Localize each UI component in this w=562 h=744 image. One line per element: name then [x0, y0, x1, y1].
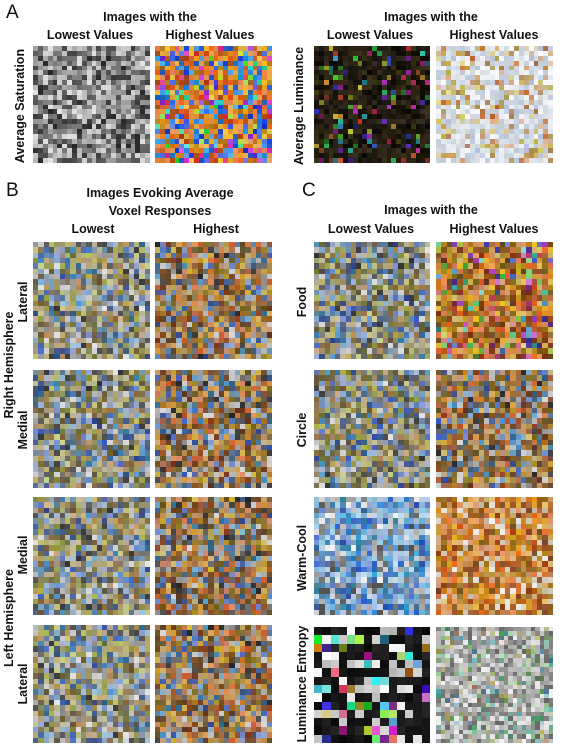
panel-b-group-right-hemisphere: Right Hemisphere	[2, 311, 16, 419]
panel-c-header: Images with the	[384, 203, 478, 217]
mosaic-luminance-lowest	[314, 46, 430, 163]
mosaic-b-left-medial-highest	[155, 497, 272, 615]
panel-a-saturation-col-lowest: Lowest Values	[46, 28, 134, 42]
mosaic-c-circle-highest	[436, 370, 553, 488]
mosaic-saturation-highest	[155, 46, 272, 163]
panel-a-luminance-row-label: Average Luminance	[292, 46, 306, 166]
panel-b-group-left-hemisphere: Left Hemisphere	[2, 569, 16, 667]
mosaic-b-left-lateral-highest	[155, 625, 272, 743]
mosaic-saturation-lowest	[33, 46, 150, 163]
panel-c-letter: C	[302, 180, 316, 201]
panel-c-col-highest: Highest Values	[449, 222, 539, 236]
panel-c-row-label-1: Food	[295, 286, 309, 318]
panel-a-luminance-col-highest: Highest Values	[449, 28, 539, 42]
mosaic-c-food-highest	[436, 242, 553, 359]
mosaic-b-left-medial-lowest	[33, 497, 150, 615]
panel-a-saturation-col-highest: Highest Values	[165, 28, 255, 42]
mosaic-b-right-lateral-lowest	[33, 242, 150, 359]
panel-b-header-line2: Voxel Responses	[108, 204, 212, 218]
mosaic-b-left-lateral-lowest	[33, 625, 150, 743]
mosaic-c-entropy-lowest	[314, 627, 430, 743]
panel-b-row-label-1: Lateral	[16, 281, 30, 323]
panel-a-saturation-header: Images with the	[103, 10, 197, 24]
panel-b-header-line1: Images Evoking Average	[86, 186, 234, 200]
panel-b-col-highest: Highest	[193, 222, 239, 236]
panel-b-row-label-3: Medial	[16, 535, 30, 575]
mosaic-c-warmcool-highest	[436, 497, 553, 615]
mosaic-b-right-lateral-highest	[155, 242, 272, 359]
panel-a-letter: A	[6, 2, 19, 23]
mosaic-c-circle-lowest	[314, 370, 430, 488]
panel-b-row-label-2: Medial	[16, 410, 30, 450]
mosaic-luminance-highest	[436, 46, 553, 163]
panel-b-row-label-4: Lateral	[16, 663, 30, 705]
mosaic-b-right-medial-lowest	[33, 370, 150, 488]
panel-c-row-label-2: Circle	[295, 412, 309, 448]
panel-b-letter: B	[6, 180, 19, 201]
panel-a-luminance-header: Images with the	[384, 10, 478, 24]
mosaic-b-right-medial-highest	[155, 370, 272, 488]
panel-b-col-lowest: Lowest	[71, 222, 115, 236]
mosaic-c-entropy-highest	[436, 627, 553, 743]
panel-c-row-label-4: Luminance Entropy	[295, 625, 309, 743]
panel-a-luminance-col-lowest: Lowest Values	[326, 28, 414, 42]
panel-c-col-lowest: Lowest Values	[327, 222, 415, 236]
mosaic-c-warmcool-lowest	[314, 497, 430, 615]
panel-a-saturation-row-label: Average Saturation	[13, 48, 27, 164]
mosaic-c-food-lowest	[314, 242, 430, 359]
panel-c-row-label-3: Warm-Cool	[295, 524, 309, 592]
